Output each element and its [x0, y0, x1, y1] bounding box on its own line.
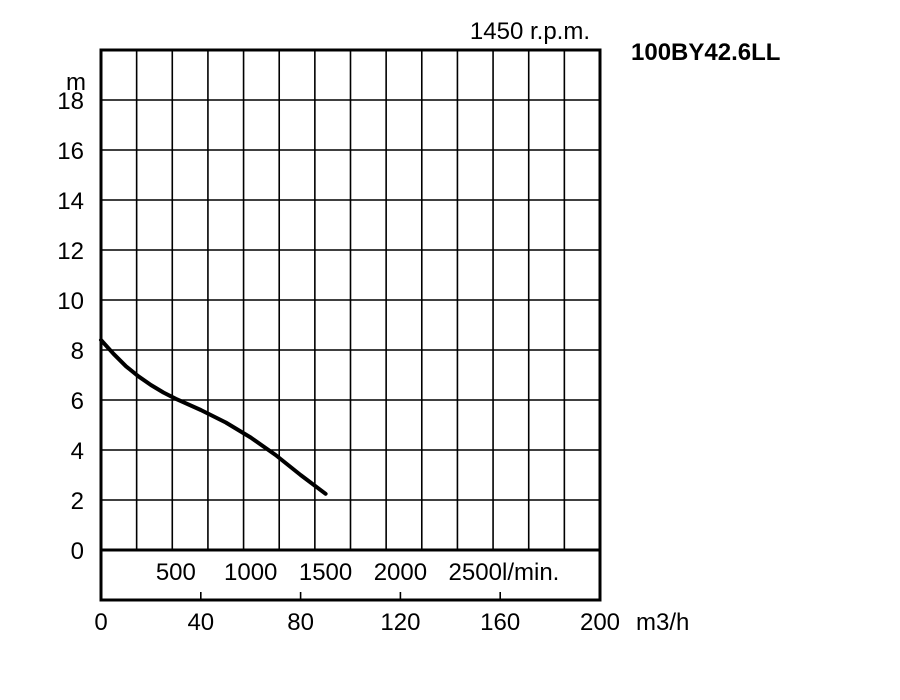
y-tick-label: 18: [57, 88, 84, 115]
y-tick-label: 16: [57, 138, 84, 165]
x-axis-unit-label: m3/h: [636, 609, 689, 636]
y-tick-label: 0: [71, 538, 84, 565]
x-tick-label: 80: [287, 609, 314, 636]
y-axis-unit-label: m: [66, 69, 86, 96]
lpm-tick-label: 500: [156, 559, 196, 586]
lpm-unit-label: l/min.: [502, 559, 559, 586]
y-tick-labels: 0 2 4 6 8 10 12 14 16 18: [57, 88, 84, 565]
model-title: 100BY42.6LL: [631, 39, 780, 66]
x-tick-label: 160: [480, 609, 520, 636]
head-flow-curve: [99, 338, 328, 496]
y-tick-label: 8: [71, 338, 84, 365]
y-tick-label: 10: [57, 288, 84, 315]
lpm-tick-labels: 500 1000 1500 2000 2500: [156, 559, 502, 586]
lpm-tick-label: 1000: [224, 559, 277, 586]
lpm-tick-label: 2500: [449, 559, 502, 586]
x-tick-labels: 0 40 80 120 160 200: [94, 609, 620, 636]
x-tick-label: 120: [380, 609, 420, 636]
x-tick-label: 40: [187, 609, 214, 636]
y-tick-label: 14: [57, 188, 84, 215]
y-tick-label: 4: [71, 438, 84, 465]
x-tick-label: 0: [94, 609, 107, 636]
y-tick-label: 6: [71, 388, 84, 415]
grid-lines: [101, 50, 600, 600]
x-tick-label: 200: [580, 609, 620, 636]
speed-label: 1450 r.p.m.: [470, 18, 590, 45]
plot-frame: [99, 48, 602, 602]
y-tick-label: 2: [71, 488, 84, 515]
lpm-tick-label: 1500: [299, 559, 352, 586]
y-tick-label: 12: [57, 238, 84, 265]
lpm-tick-label: 2000: [374, 559, 427, 586]
